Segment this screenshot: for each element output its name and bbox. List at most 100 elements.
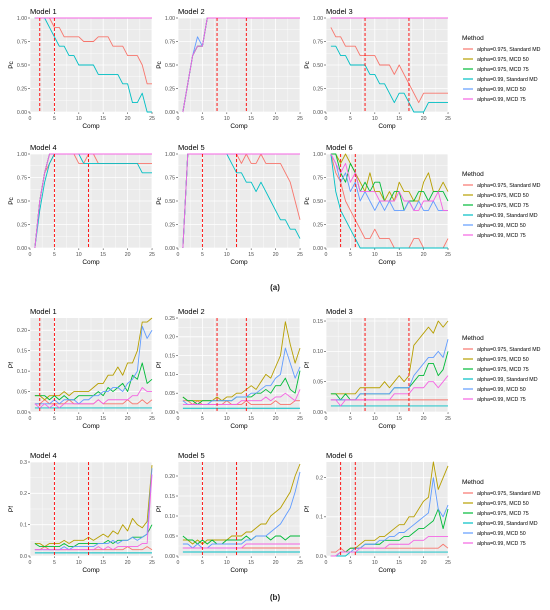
x-tick-label: 10 xyxy=(224,416,230,422)
legend-title: Method xyxy=(462,35,484,42)
y-tick-label: 0.25 xyxy=(165,222,175,228)
x-tick-label: 10 xyxy=(76,416,82,422)
x-tick-label: 0 xyxy=(29,560,32,566)
y-tick-label: 0.00 xyxy=(313,246,323,252)
series-line xyxy=(330,375,449,407)
x-axis-label: Comp xyxy=(230,423,248,430)
x-axis-label: Comp xyxy=(82,123,100,130)
y-axis-label: Pf xyxy=(8,506,15,512)
y-tick-label: 0.75 xyxy=(165,39,175,45)
y-tick-label: 0.25 xyxy=(17,86,27,92)
y-tick-label: 0.00 xyxy=(165,246,175,252)
x-tick-label: 20 xyxy=(273,560,279,566)
x-tick-label: 20 xyxy=(273,252,279,258)
y-axis-label: Pc xyxy=(8,60,15,68)
y-tick-label: 0.15 xyxy=(17,348,27,354)
x-tick-label: 10 xyxy=(224,560,230,566)
x-tick-label: 5 xyxy=(201,252,204,258)
y-tick-label: 0.1 xyxy=(20,522,27,528)
x-tick-label: 0 xyxy=(29,116,32,122)
chart-title: Model 4 xyxy=(30,143,57,152)
y-tick-label: 0.05 xyxy=(165,534,175,540)
x-tick-label: 20 xyxy=(125,560,131,566)
x-tick-label: 25 xyxy=(445,252,451,258)
chart-title: Model 5 xyxy=(178,451,205,460)
y-tick-label: 0.50 xyxy=(165,199,175,205)
y-axis-label: Pc xyxy=(156,60,163,68)
x-axis-label: Comp xyxy=(378,567,396,574)
x-axis-label: Comp xyxy=(230,259,248,266)
series-line xyxy=(330,153,448,249)
x-tick-label: 25 xyxy=(445,416,451,422)
y-tick-label: 0.00 xyxy=(17,410,27,416)
y-tick-label: 0.0 xyxy=(20,554,27,560)
x-tick-label: 15 xyxy=(248,560,254,566)
chart-panel-12: 0 5 10 15 20 25 0.0 0.1 0.2 Model 6 Comp Pf xyxy=(304,451,451,574)
legend-item-label: alpha=0.975, MCD 50 xyxy=(477,193,529,199)
panel-label-b: (b) xyxy=(270,593,281,602)
x-tick-label: 15 xyxy=(396,116,402,122)
y-axis-label: Pc xyxy=(156,196,163,204)
series-line xyxy=(330,45,448,113)
legend-item-label: alpha=0.99, Standard MD xyxy=(477,213,538,219)
y-tick-label: 0.3 xyxy=(20,460,27,466)
y-tick-label: 0.10 xyxy=(165,514,175,520)
y-tick-label: 0.0 xyxy=(316,554,323,560)
x-tick-label: 15 xyxy=(100,116,106,122)
x-tick-label: 25 xyxy=(149,560,155,566)
x-axis-label: Comp xyxy=(82,423,100,430)
chart-title: Model 4 xyxy=(30,451,57,460)
x-tick-label: 20 xyxy=(421,560,427,566)
legend-4: Method alpha=0.975, Standard MD alpha=0.97… xyxy=(462,479,541,547)
chart-title: Model 2 xyxy=(178,307,205,316)
legend-item-label: alpha=0.975, MCD 50 xyxy=(477,501,529,507)
x-tick-label: 25 xyxy=(445,560,451,566)
series-line xyxy=(330,320,449,395)
x-tick-label: 25 xyxy=(297,252,303,258)
y-tick-label: 1.00 xyxy=(17,152,27,158)
y-tick-label: 0.75 xyxy=(17,175,27,181)
legend-title: Method xyxy=(462,479,484,486)
x-tick-label: 5 xyxy=(53,560,56,566)
y-tick-label: 1.00 xyxy=(165,16,175,22)
x-tick-label: 20 xyxy=(421,416,427,422)
x-tick-label: 5 xyxy=(201,416,204,422)
y-axis-label: Pc xyxy=(304,60,311,68)
x-tick-label: 15 xyxy=(396,560,402,566)
y-tick-label: 0.75 xyxy=(313,175,323,181)
legend-item-label: alpha=0.99, Standard MD xyxy=(477,77,538,83)
y-tick-label: 0.00 xyxy=(313,110,323,116)
chart-panel-7: 0 5 10 15 20 25 0.00 0.05 0.10 0.15 0.20 Model 1 Com… xyxy=(8,307,155,430)
chart-title: Model 3 xyxy=(326,307,353,316)
x-tick-label: 15 xyxy=(248,116,254,122)
x-tick-label: 15 xyxy=(248,252,254,258)
chart-title: Model 1 xyxy=(30,7,57,16)
x-tick-label: 5 xyxy=(349,252,352,258)
chart-title: Model 5 xyxy=(178,143,205,152)
x-tick-label: 5 xyxy=(201,560,204,566)
x-axis-label: Comp xyxy=(378,423,396,430)
legend-item-label: alpha=0.975, Standard MD xyxy=(477,47,541,53)
series-line xyxy=(34,17,152,85)
legend-item-label: alpha=0.99, MCD 75 xyxy=(477,97,526,103)
series-line xyxy=(34,17,152,113)
legend-item-label: alpha=0.99, Standard MD xyxy=(477,521,538,527)
y-tick-label: 0.50 xyxy=(313,199,323,205)
y-tick-label: 0.2 xyxy=(316,475,323,481)
y-tick-label: 0.15 xyxy=(165,353,175,359)
y-tick-label: 0.20 xyxy=(17,328,27,334)
x-axis-label: Comp xyxy=(230,567,248,574)
y-tick-label: 1.00 xyxy=(17,16,27,22)
y-axis-label: Pf xyxy=(8,362,15,368)
x-tick-label: 5 xyxy=(349,560,352,566)
x-tick-label: 25 xyxy=(149,116,155,122)
legend-title: Method xyxy=(462,171,484,178)
x-tick-label: 15 xyxy=(100,560,106,566)
